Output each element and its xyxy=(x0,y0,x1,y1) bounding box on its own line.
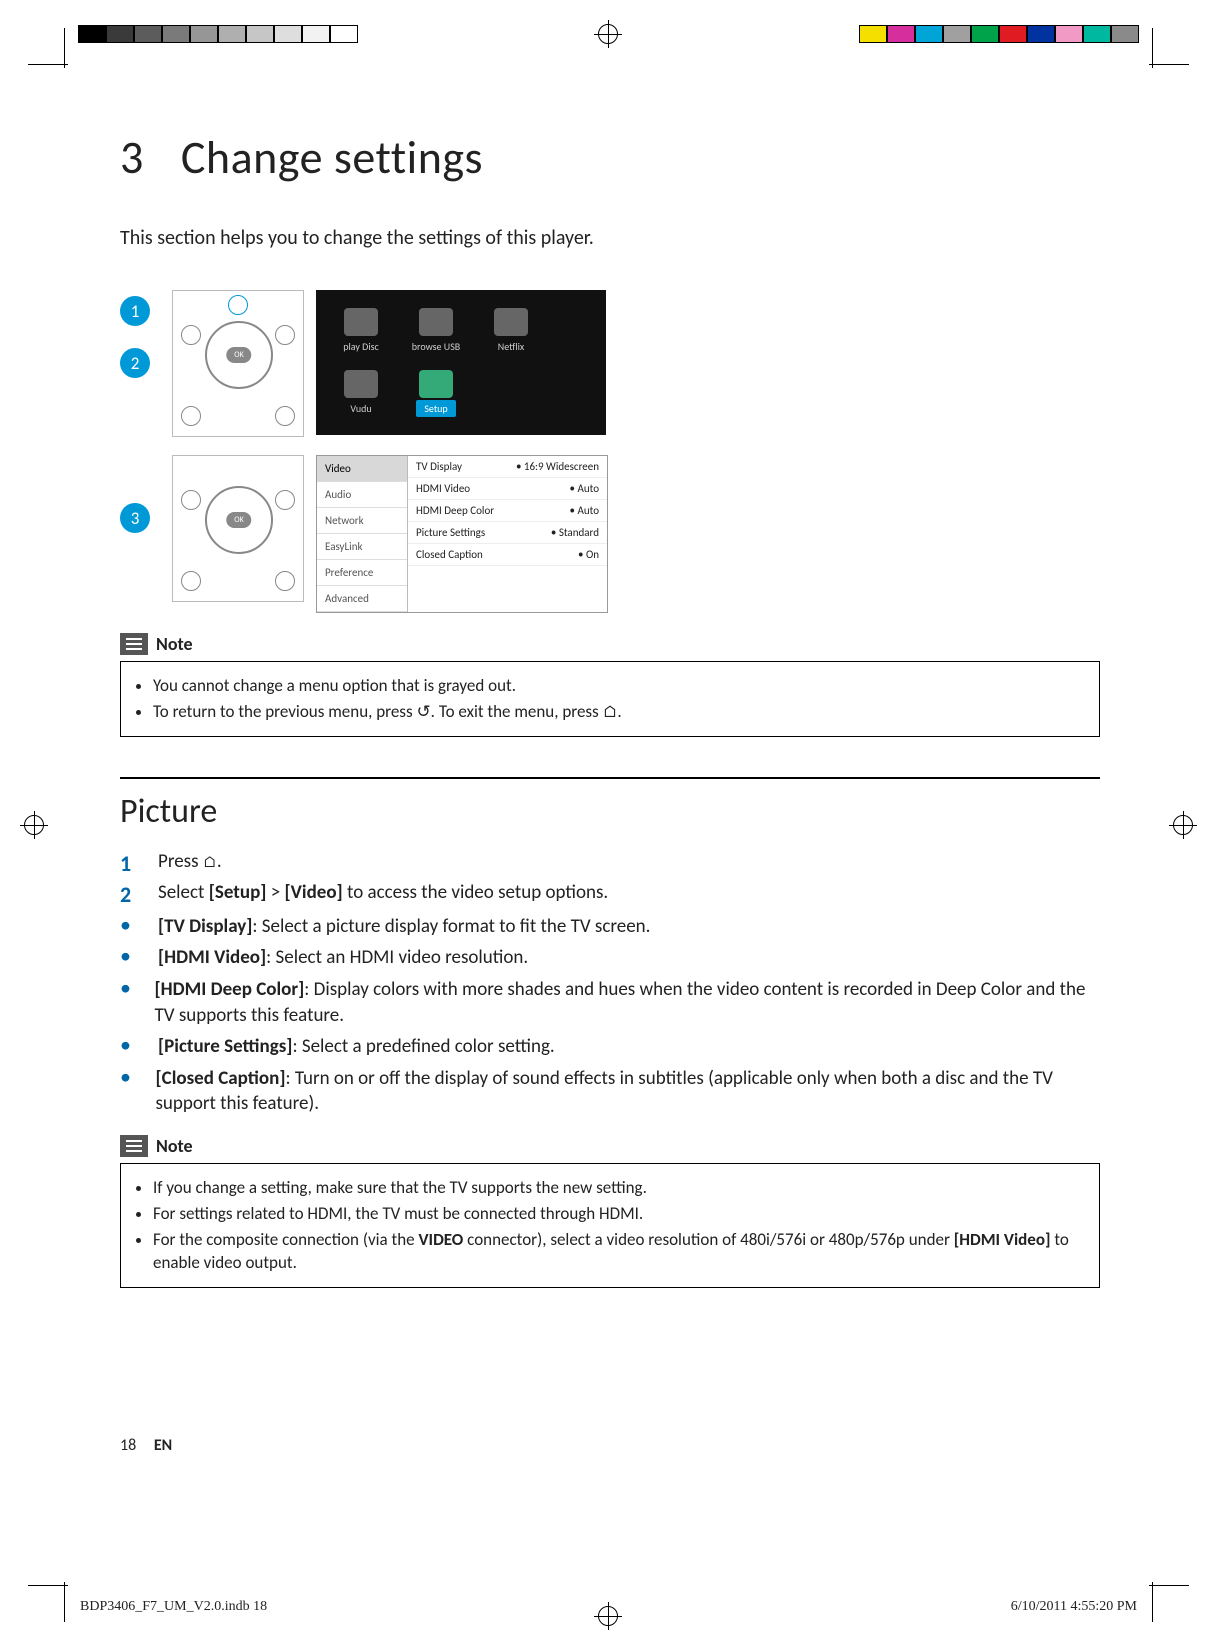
note-item: For settings related to HDMI, the TV mus… xyxy=(153,1202,1085,1226)
step-item-2: 2 Select [Setup] > [Video] to access the… xyxy=(120,881,1100,908)
step-item-1: 1 Press ⌂. xyxy=(120,850,1100,877)
crop-mark xyxy=(64,1582,65,1622)
print-footer: BDP3406_F7_UM_V2.0.indb 18 6/10/2011 4:5… xyxy=(80,1599,1137,1615)
grayscale-bar xyxy=(78,25,358,43)
remote-button xyxy=(181,325,201,345)
chapter-number: 3 xyxy=(120,130,170,186)
note-item: If you change a setting, make sure that … xyxy=(153,1176,1085,1200)
setup-icon xyxy=(419,370,453,398)
chapter-heading: 3 Change settings xyxy=(120,130,1100,186)
note-title: Note xyxy=(156,1135,193,1157)
option-item: •[Closed Caption]: Turn on or off the di… xyxy=(120,1066,1100,1117)
tile-label: play Disc xyxy=(343,340,379,353)
section-divider xyxy=(120,777,1100,779)
settings-menu-screenshot: VideoAudioNetworkEasyLinkPreferenceAdvan… xyxy=(316,455,608,613)
steps-list: 1 Press ⌂. 2 Select [Setup] > [Video] to… xyxy=(120,850,1100,908)
nav-wheel xyxy=(205,321,273,389)
note-item: For the composite connection (via the VI… xyxy=(153,1228,1085,1276)
remote-button xyxy=(275,406,295,426)
option-item: •[HDMI Deep Color]: Display colors with … xyxy=(120,977,1100,1028)
setup-tile-label: Setup xyxy=(416,400,455,417)
print-file: BDP3406_F7_UM_V2.0.indb 18 xyxy=(80,1599,267,1615)
note-icon xyxy=(120,1135,148,1157)
home-button-highlight xyxy=(228,295,248,315)
remote-diagram-2 xyxy=(172,455,304,602)
menu-left-item: Preference xyxy=(317,560,407,586)
figure-row-1: 1 2 play Disc browse USB Netflix Vudu Se… xyxy=(120,290,1100,437)
home-menu-screenshot: play Disc browse USB Netflix Vudu Setup xyxy=(316,290,606,435)
usb-icon xyxy=(419,308,453,336)
remote-button xyxy=(275,490,295,510)
settings-left-column: VideoAudioNetworkEasyLinkPreferenceAdvan… xyxy=(317,456,408,612)
remote-button xyxy=(181,571,201,591)
home-icon: ⌂ xyxy=(203,853,217,872)
chapter-title: Change settings xyxy=(181,130,483,186)
option-item: •[Picture Settings]: Select a predefined… xyxy=(120,1034,1100,1060)
page-footer: 18 EN xyxy=(120,1436,172,1455)
crop-mark xyxy=(28,1585,68,1586)
remote-button xyxy=(181,490,201,510)
crop-mark xyxy=(1149,1585,1189,1586)
step-bubble-1: 1 xyxy=(120,296,150,326)
vudu-icon xyxy=(344,370,378,398)
menu-right-row: Picture SettingsStandard xyxy=(408,522,607,544)
figure-row-2: 3 VideoAudioNetworkEasyLinkPreferenceAdv… xyxy=(120,455,1100,613)
crop-mark xyxy=(1149,64,1189,65)
menu-right-row: HDMI VideoAuto xyxy=(408,478,607,500)
step-bubble-3: 3 xyxy=(120,503,150,533)
note-box-1: You cannot change a menu option that is … xyxy=(120,661,1100,737)
note-icon xyxy=(120,633,148,655)
menu-right-row: TV Display16:9 Widescreen xyxy=(408,456,607,478)
remote-button xyxy=(181,406,201,426)
step-bubble-2: 2 xyxy=(120,348,150,378)
remote-button xyxy=(275,571,295,591)
note-header: Note xyxy=(120,1135,1100,1157)
settings-right-column: TV Display16:9 WidescreenHDMI VideoAutoH… xyxy=(408,456,607,612)
step-number: 2 xyxy=(120,881,142,908)
step-text: Press ⌂. xyxy=(158,850,222,877)
crop-mark xyxy=(28,64,68,65)
option-item: •[TV Display]: Select a picture display … xyxy=(120,914,1100,940)
crop-mark xyxy=(1152,1582,1153,1622)
note-item: To return to the previous menu, press ↺.… xyxy=(153,700,1085,724)
crop-mark xyxy=(64,28,65,68)
disc-icon xyxy=(344,308,378,336)
note-box-2: If you change a setting, make sure that … xyxy=(120,1163,1100,1288)
menu-left-item: Network xyxy=(317,508,407,534)
menu-right-row: Closed CaptionOn xyxy=(408,544,607,566)
color-bar xyxy=(859,25,1139,43)
menu-left-item: Audio xyxy=(317,482,407,508)
note-item: You cannot change a menu option that is … xyxy=(153,674,1085,698)
tile-label: Netflix xyxy=(498,340,524,353)
netflix-icon xyxy=(494,308,528,336)
remote-diagram-1 xyxy=(172,290,304,437)
print-timestamp: 6/10/2011 4:55:20 PM xyxy=(1011,1599,1137,1615)
crop-mark xyxy=(1152,28,1153,68)
language-code: EN xyxy=(154,1436,172,1455)
step-text: Select [Setup] > [Video] to access the v… xyxy=(158,881,608,908)
nav-wheel xyxy=(205,486,273,554)
tile-label: Vudu xyxy=(350,402,371,415)
intro-text: This section helps you to change the set… xyxy=(120,226,1100,250)
menu-left-item: Advanced xyxy=(317,586,407,612)
registration-mark xyxy=(1169,811,1197,839)
registration-mark xyxy=(20,811,48,839)
menu-right-row: HDMI Deep ColorAuto xyxy=(408,500,607,522)
remote-button xyxy=(275,325,295,345)
section-heading: Picture xyxy=(120,791,1100,832)
page-number: 18 xyxy=(120,1436,136,1455)
registration-mark xyxy=(594,20,622,48)
options-list: •[TV Display]: Select a picture display … xyxy=(120,914,1100,1117)
step-number: 1 xyxy=(120,850,142,877)
option-item: •[HDMI Video]: Select an HDMI video reso… xyxy=(120,945,1100,971)
tile-label: browse USB xyxy=(412,340,460,353)
note-header: Note xyxy=(120,633,1100,655)
note-title: Note xyxy=(156,633,193,655)
menu-left-item: Video xyxy=(317,456,407,482)
menu-left-item: EasyLink xyxy=(317,534,407,560)
